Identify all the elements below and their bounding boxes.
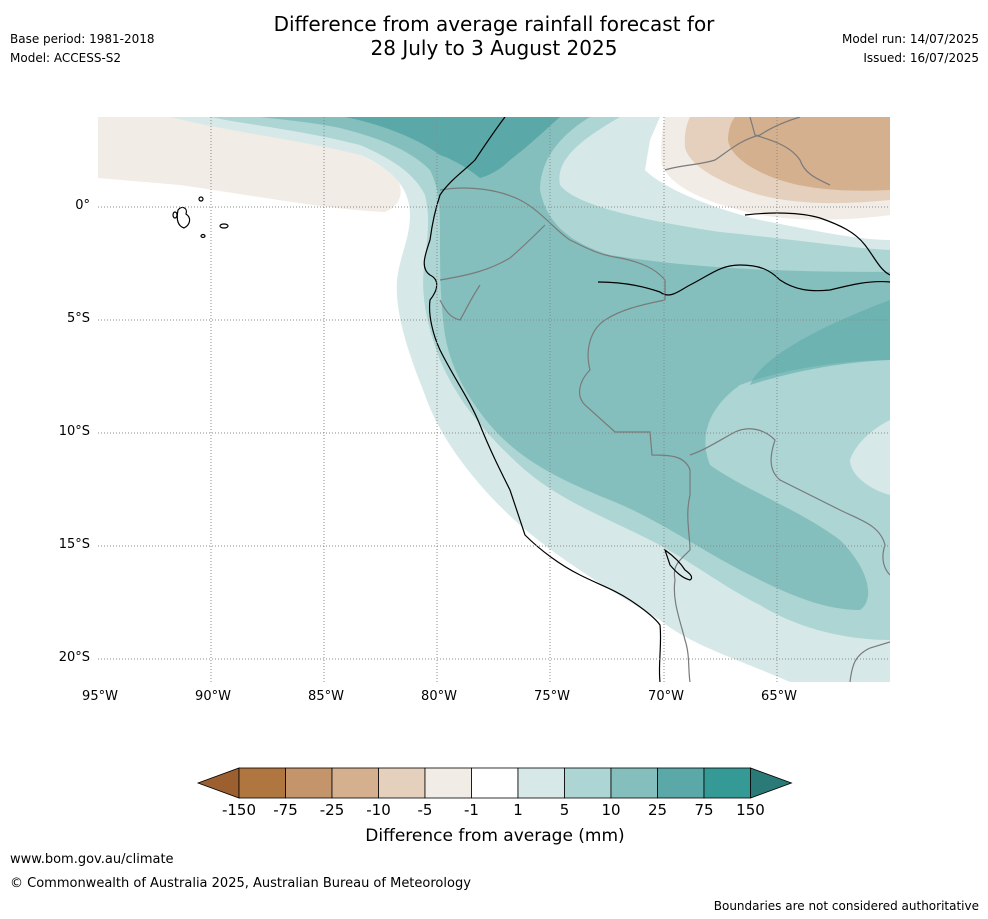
colorbar-swatch: [517, 767, 565, 799]
colorbar-tick-label: -10: [366, 801, 391, 819]
colorbar-swatch: [331, 767, 379, 799]
colorbar-arrow-high: [750, 767, 793, 799]
lon-label-95w: 95°W: [82, 689, 118, 704]
dry-anomaly-northwest: [98, 117, 401, 212]
wet-anomaly-east-light: [850, 420, 890, 495]
website-link[interactable]: www.bom.gov.au/climate: [10, 852, 174, 867]
lat-label-5s: 5°S: [66, 311, 90, 326]
colorbar-tick-label: -25: [319, 801, 345, 819]
map-frame: [98, 117, 890, 682]
colorbar-swatch: [564, 767, 612, 799]
lat-label-20s: 20°S: [58, 650, 90, 665]
lon-label-80w: 80°W: [421, 689, 457, 704]
boundaries-disclaimer: Boundaries are not considered authoritat…: [713, 899, 979, 913]
colorbar-title: Difference from average (mm): [365, 826, 625, 846]
dry-anomaly-northeast-core: [728, 117, 890, 191]
lon-label-70w: 70°W: [648, 689, 684, 704]
colorbar-tick-label: -5: [417, 801, 433, 819]
colorbar-tick-label: 150: [736, 801, 765, 819]
colorbar-swatch: [610, 767, 658, 799]
colorbar-swatch: [238, 767, 286, 799]
galapagos-islands: [172, 196, 229, 239]
lon-label-90w: 90°W: [195, 689, 231, 704]
issued-date: Issued: 16/07/2025: [863, 51, 979, 65]
wet-anomaly-east-core: [750, 300, 890, 385]
lon-label-75w: 75°W: [534, 689, 570, 704]
wet-anomaly-band-75mm: [320, 117, 560, 178]
colorbar: [196, 767, 793, 799]
lon-label-65w: 65°W: [761, 689, 797, 704]
colorbar-swatch: [471, 767, 519, 799]
lon-label-85w: 85°W: [308, 689, 344, 704]
colorbar-tick-label: 75: [694, 801, 714, 819]
colorbar-swatch: [424, 767, 472, 799]
colorbar-swatch: [703, 767, 751, 799]
copyright-notice: © Commonwealth of Australia 2025, Austra…: [10, 876, 471, 891]
colorbar-tick-label: -150: [221, 801, 257, 819]
colorbar-swatch: [657, 767, 705, 799]
model-name: Model: ACCESS-S2: [10, 51, 122, 65]
colorbar-tick-label: 5: [559, 801, 570, 819]
model-run: Model run: 14/07/2025: [841, 32, 979, 46]
colorbar-arrow-low: [196, 767, 240, 799]
lat-label-15s: 15°S: [58, 537, 90, 552]
base-period: Base period: 1981-2018: [10, 32, 155, 46]
colorbar-tick-label: 1: [513, 801, 523, 819]
coastlines: [423, 117, 890, 682]
lat-label-0: 0°: [75, 198, 90, 213]
title-line-2: 28 July to 3 August 2025: [370, 36, 618, 60]
colorbar-tick-label: -75: [273, 801, 298, 819]
colorbar-swatch: [378, 767, 426, 799]
colorbar-tick-label: -1: [464, 801, 479, 819]
wet-anomaly-band-25mm: [260, 117, 890, 610]
colorbar-tick-label: 10: [601, 801, 621, 819]
colorbar-tick-label: 25: [647, 801, 668, 819]
lat-label-10s: 10°S: [58, 424, 90, 439]
title-line-1: Difference from average rainfall forecas…: [273, 12, 715, 36]
graticule: [98, 117, 890, 682]
map-title: Difference from average rainfall forecas…: [0, 12, 988, 60]
colorbar-swatch: [285, 767, 333, 799]
lake-titicaca: [663, 548, 693, 581]
